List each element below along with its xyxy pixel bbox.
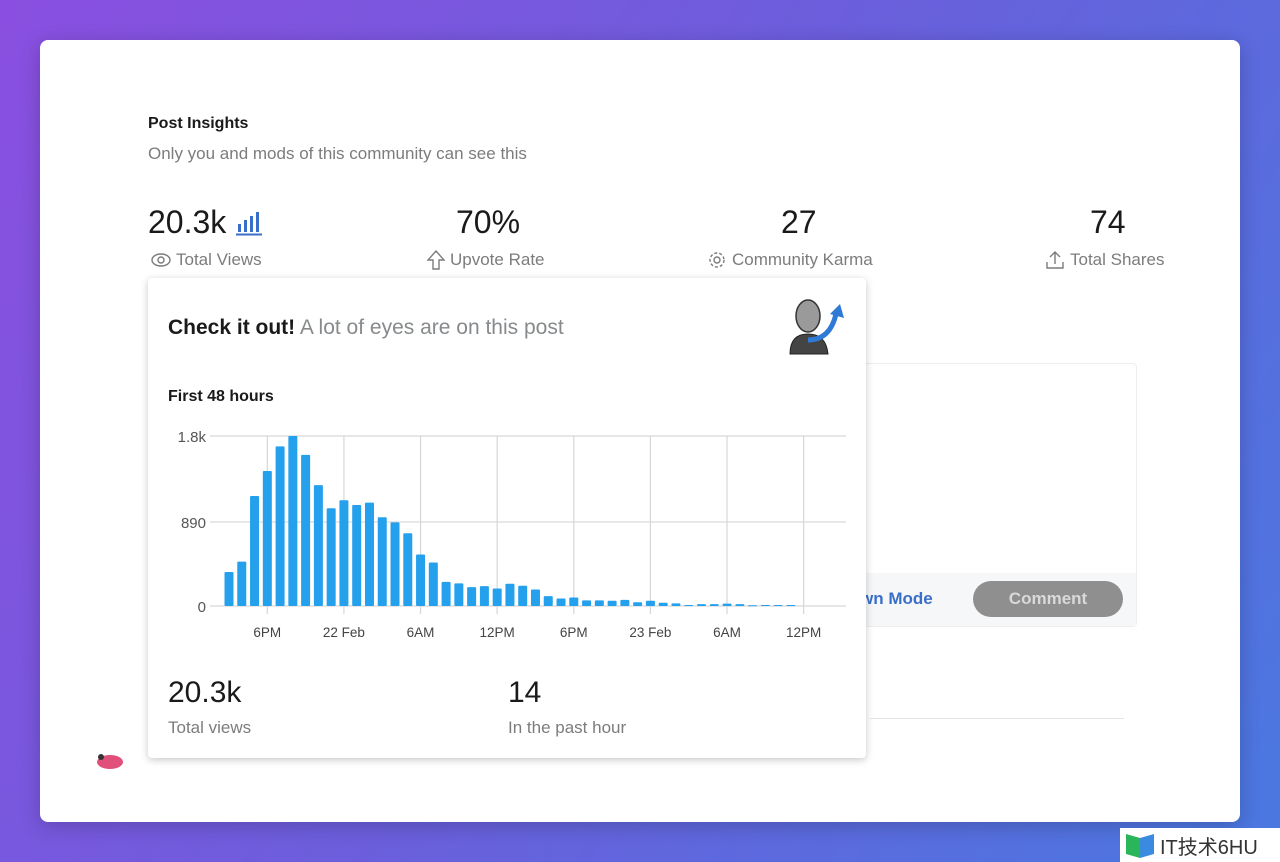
- stat-upvote-rate: 70%: [456, 204, 521, 240]
- page-subtitle: Only you and mods of this community can …: [148, 144, 527, 163]
- stat-community-karma: 27: [781, 204, 817, 240]
- popup-title-rest: A lot of eyes are on this post: [295, 316, 564, 339]
- bar-chart-icon[interactable]: [236, 210, 264, 236]
- markdown-mode-link[interactable]: wn Mode: [860, 589, 933, 608]
- popup-total-views: 20.3k: [168, 676, 242, 709]
- watermark-logo-icon: [1126, 834, 1154, 858]
- label-text: Community Karma: [732, 250, 873, 269]
- popup-title: Check it out! A lot of eyes are on this …: [168, 316, 564, 340]
- upvote-rate-label: Upvote Rate: [427, 250, 545, 270]
- watermark: IT技术6HU: [1120, 828, 1280, 862]
- upvote-arrow-icon: [427, 250, 445, 270]
- chart-title: First 48 hours: [168, 388, 274, 405]
- label-text: Total Views: [176, 250, 262, 269]
- popup-past-hour: 14: [508, 676, 542, 709]
- stat-total-views: 20.3k: [148, 204, 264, 241]
- karma-gear-icon: [709, 252, 725, 268]
- community-karma-label: Community Karma: [707, 250, 873, 270]
- label-text: Total Shares: [1070, 250, 1165, 269]
- share-icon: [1046, 251, 1064, 269]
- page-title: Post Insights: [148, 115, 249, 132]
- label-text: Upvote Rate: [450, 250, 545, 269]
- popup-total-views-label: Total views: [168, 718, 252, 737]
- stonks-meme-icon: [789, 299, 844, 355]
- divider: [870, 718, 1124, 719]
- eye-icon: [151, 253, 171, 267]
- popup-past-hour-label: In the past hour: [508, 718, 627, 737]
- stat-total-shares: 74: [1090, 204, 1126, 240]
- total-views-label: Total Views: [151, 250, 262, 270]
- stat-value: 20.3k: [148, 204, 227, 240]
- popup-title-bold: Check it out!: [168, 316, 296, 339]
- comment-button[interactable]: Comment: [973, 581, 1123, 617]
- total-shares-label: Total Shares: [1045, 250, 1165, 270]
- views-popup: [148, 278, 866, 758]
- watermark-text: IT技术6HU: [1160, 836, 1258, 859]
- mascot-icon: [97, 754, 123, 769]
